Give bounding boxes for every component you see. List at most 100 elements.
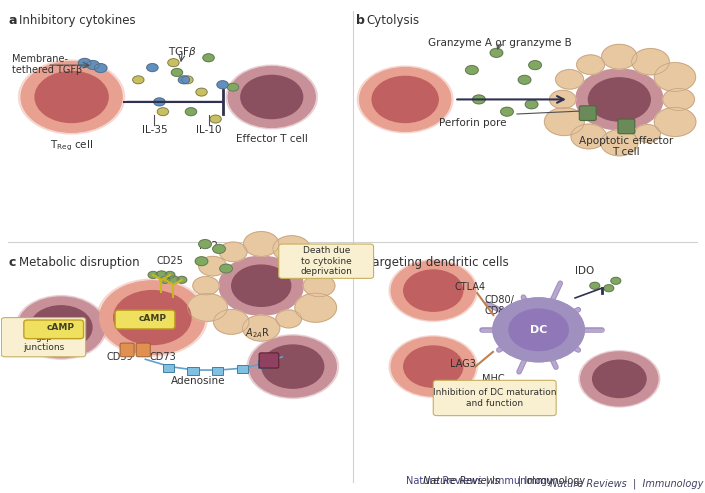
Circle shape <box>571 124 606 149</box>
Circle shape <box>217 81 228 89</box>
Circle shape <box>544 107 584 136</box>
Circle shape <box>30 306 92 349</box>
Text: d: d <box>356 256 365 269</box>
Text: DC: DC <box>530 325 547 335</box>
Circle shape <box>389 260 477 321</box>
Circle shape <box>94 64 107 72</box>
Circle shape <box>171 69 183 76</box>
Circle shape <box>529 61 541 70</box>
FancyBboxPatch shape <box>278 244 374 279</box>
Circle shape <box>213 245 226 253</box>
Circle shape <box>590 282 600 289</box>
Circle shape <box>196 88 207 96</box>
Circle shape <box>465 66 478 74</box>
Text: CD25: CD25 <box>157 256 183 266</box>
Circle shape <box>654 107 696 137</box>
Circle shape <box>220 264 233 273</box>
Text: cAMP: cAMP <box>138 314 166 322</box>
Text: Inhibition of DC maturation
and function: Inhibition of DC maturation and function <box>433 388 556 408</box>
Circle shape <box>493 298 584 362</box>
Circle shape <box>133 76 144 84</box>
Circle shape <box>372 76 439 122</box>
Text: IL-2: IL-2 <box>199 242 218 251</box>
Circle shape <box>262 345 324 388</box>
Circle shape <box>472 95 485 104</box>
Circle shape <box>148 272 158 279</box>
Text: LAG3: LAG3 <box>450 359 476 369</box>
Circle shape <box>199 256 226 276</box>
Circle shape <box>99 281 205 354</box>
Circle shape <box>156 271 167 279</box>
Circle shape <box>168 59 179 67</box>
Circle shape <box>214 310 249 334</box>
Circle shape <box>226 65 317 129</box>
Text: Granzyme A or granzyme B: Granzyme A or granzyme B <box>428 38 572 48</box>
FancyBboxPatch shape <box>580 106 596 120</box>
Bar <box>163 364 174 372</box>
Circle shape <box>160 277 170 283</box>
Circle shape <box>404 270 462 311</box>
Circle shape <box>210 115 221 123</box>
Text: Adenosine: Adenosine <box>171 377 226 387</box>
Circle shape <box>182 76 193 84</box>
Text: $\mathregular{T_{Reg}}$ cell: $\mathregular{T_{Reg}}$ cell <box>50 139 93 153</box>
Circle shape <box>581 352 658 406</box>
Text: c: c <box>8 256 16 269</box>
Text: Metabolic disruption: Metabolic disruption <box>19 256 140 269</box>
Circle shape <box>525 100 538 109</box>
Circle shape <box>273 236 310 262</box>
Circle shape <box>556 70 584 89</box>
Circle shape <box>579 351 660 407</box>
Circle shape <box>404 346 462 387</box>
Circle shape <box>195 257 208 266</box>
Circle shape <box>601 44 637 69</box>
Circle shape <box>589 78 650 121</box>
Circle shape <box>188 293 228 321</box>
Circle shape <box>18 297 104 358</box>
Circle shape <box>178 76 190 84</box>
Text: CD39: CD39 <box>106 352 133 362</box>
Text: Inhibitory cytokines: Inhibitory cytokines <box>19 14 135 27</box>
Circle shape <box>501 107 513 116</box>
Circle shape <box>241 75 302 118</box>
Circle shape <box>295 293 336 322</box>
Circle shape <box>593 360 646 397</box>
Text: Nature Reviews  |  Immunology: Nature Reviews | Immunology <box>550 479 704 489</box>
Circle shape <box>78 59 91 68</box>
Text: TGF$\beta$: TGF$\beta$ <box>168 44 197 59</box>
Bar <box>258 360 269 368</box>
Circle shape <box>154 98 165 106</box>
Text: IL-10: IL-10 <box>196 125 221 135</box>
Circle shape <box>87 61 99 70</box>
Circle shape <box>168 276 179 284</box>
Circle shape <box>219 242 247 262</box>
Circle shape <box>193 277 219 295</box>
Bar <box>212 367 223 375</box>
Circle shape <box>576 69 663 130</box>
Circle shape <box>243 315 280 341</box>
Text: Effector T cell: Effector T cell <box>235 134 307 144</box>
Circle shape <box>165 272 175 279</box>
Circle shape <box>360 68 450 131</box>
Circle shape <box>228 67 315 127</box>
Circle shape <box>35 71 108 122</box>
Text: Membrane-
tethered TGFβ: Membrane- tethered TGFβ <box>12 54 82 75</box>
Circle shape <box>97 279 208 356</box>
Circle shape <box>604 285 614 291</box>
Text: IL-35: IL-35 <box>142 125 167 135</box>
Circle shape <box>507 308 570 352</box>
Circle shape <box>611 278 620 284</box>
Circle shape <box>114 290 191 345</box>
Circle shape <box>203 54 214 62</box>
Circle shape <box>185 108 197 116</box>
Circle shape <box>577 55 605 74</box>
Text: Perforin pore: Perforin pore <box>439 117 507 128</box>
Circle shape <box>276 310 302 328</box>
Text: $A_{2A}$R: $A_{2A}$R <box>245 326 270 340</box>
Text: IDO: IDO <box>575 266 594 276</box>
Circle shape <box>663 88 694 110</box>
Text: a: a <box>8 14 17 27</box>
Circle shape <box>518 75 531 84</box>
Circle shape <box>357 66 453 133</box>
Circle shape <box>391 337 475 396</box>
